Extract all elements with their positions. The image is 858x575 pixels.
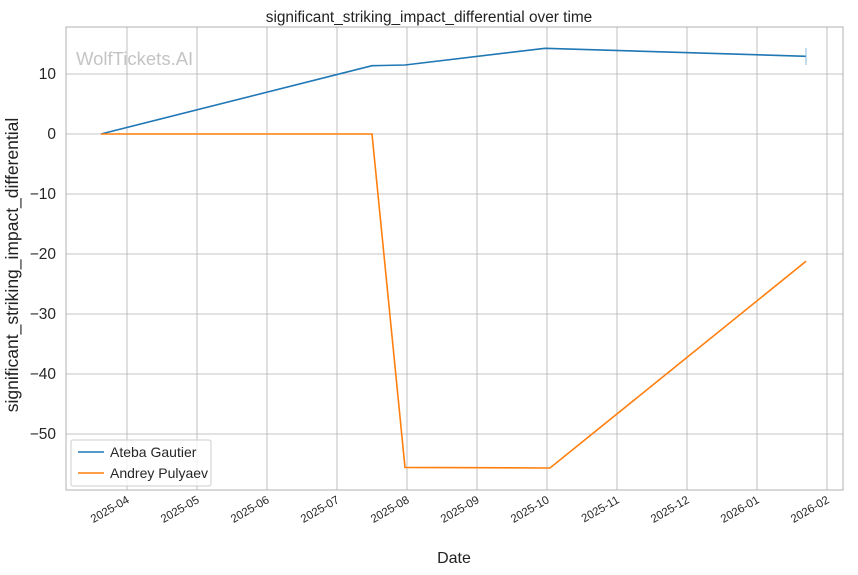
svg-text:2025-06: 2025-06 <box>229 494 272 526</box>
svg-text:2025-12: 2025-12 <box>649 494 692 526</box>
svg-text:Andrey Pulyaev: Andrey Pulyaev <box>110 465 208 481</box>
svg-text:2026-01: 2026-01 <box>719 494 762 526</box>
svg-text:2025-09: 2025-09 <box>439 494 482 526</box>
svg-text:Ateba Gautier: Ateba Gautier <box>110 444 197 460</box>
svg-text:2026-02: 2026-02 <box>789 494 832 526</box>
svg-text:2025-05: 2025-05 <box>159 494 202 526</box>
svg-text:significant_striking_impact_di: significant_striking_impact_differential <box>2 118 23 412</box>
svg-text:−50: −50 <box>30 426 57 443</box>
svg-text:−10: −10 <box>30 186 57 203</box>
svg-text:2025-07: 2025-07 <box>299 494 342 526</box>
svg-text:2025-08: 2025-08 <box>369 494 412 526</box>
svg-text:2025-04: 2025-04 <box>89 494 132 526</box>
svg-text:0: 0 <box>47 126 56 143</box>
svg-text:−40: −40 <box>30 366 57 383</box>
svg-text:2025-11: 2025-11 <box>580 494 622 525</box>
svg-text:10: 10 <box>39 66 57 83</box>
svg-text:WolfTickets.AI: WolfTickets.AI <box>76 48 193 69</box>
svg-text:−30: −30 <box>30 306 57 323</box>
svg-text:Date: Date <box>437 550 471 567</box>
svg-text:2025-10: 2025-10 <box>509 494 552 526</box>
svg-text:−20: −20 <box>30 246 57 263</box>
